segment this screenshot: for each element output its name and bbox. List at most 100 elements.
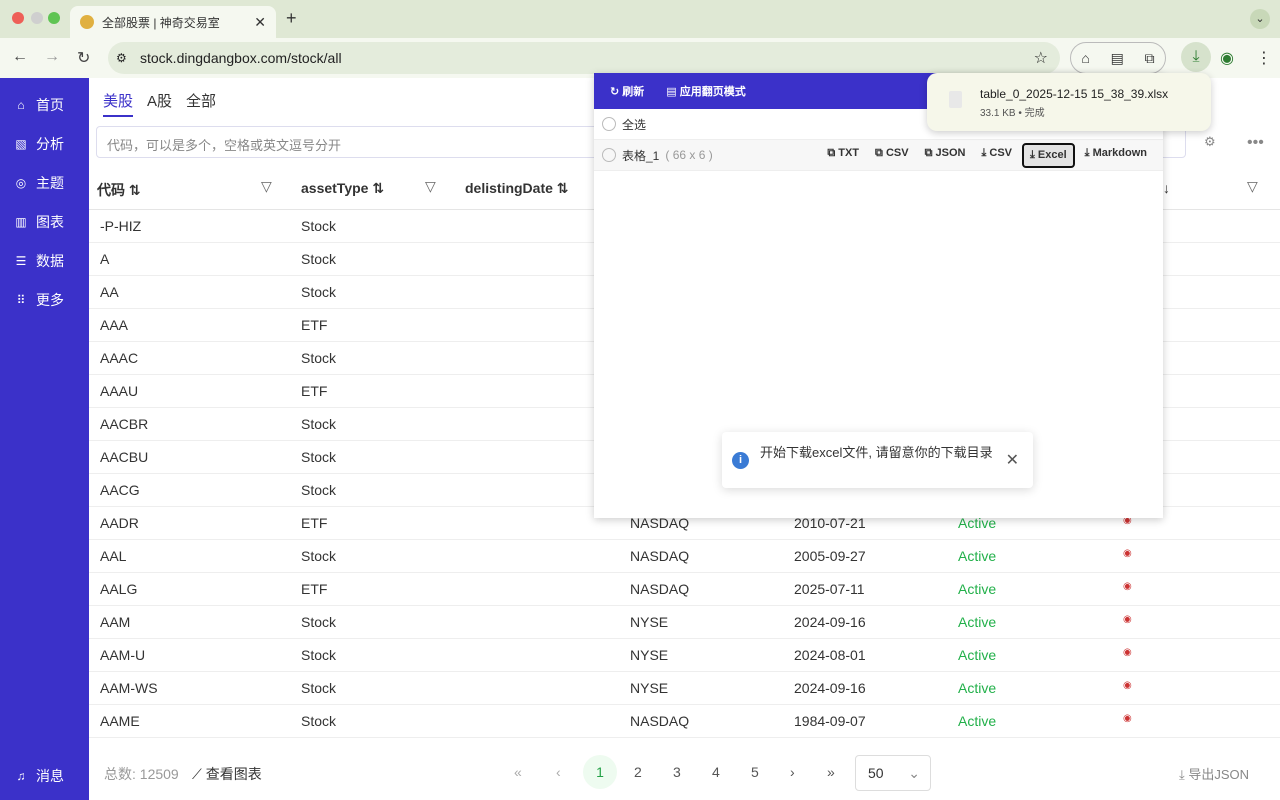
- cell-status: Active: [958, 713, 997, 729]
- cell-status: Active: [958, 548, 997, 564]
- column-header-assettype[interactable]: assetType ⇅: [301, 180, 384, 197]
- filter-icon[interactable]: ▽: [1247, 178, 1258, 194]
- download-markdown-button[interactable]: ⤓ Markdown: [1084, 146, 1147, 159]
- sidebar-item-home[interactable]: ⌂ 首页: [14, 95, 64, 115]
- copy-json-button[interactable]: ⧉ JSON: [924, 146, 966, 159]
- table-row[interactable]: AAM-U Stock NYSE 2024-08-01 Active ◉: [89, 639, 1280, 672]
- page-size-select[interactable]: 50 ⌄: [855, 755, 931, 791]
- download-icon[interactable]: ⤓: [1181, 42, 1211, 72]
- address-bar[interactable]: ⚙ stock.dingdangbox.com/stock/all ☆: [108, 42, 1060, 74]
- puzzle-icon[interactable]: ⧉: [1144, 49, 1155, 66]
- view-chart-link[interactable]: ⟋ 查看图表: [192, 764, 262, 784]
- tab-us-stocks[interactable]: 美股: [103, 90, 134, 117]
- paging-mode-button[interactable]: ▤ 应用翻页模式: [666, 86, 746, 98]
- cell-asset-type: ETF: [301, 515, 328, 531]
- tab-search-button[interactable]: ⌄: [1250, 9, 1270, 29]
- refresh-label: 刷新: [622, 86, 645, 98]
- cell-status: Active: [958, 581, 997, 597]
- refresh-button[interactable]: ↻ 刷新: [610, 86, 645, 98]
- sidebar-item-more[interactable]: ⠿ 更多: [14, 290, 64, 310]
- table-row[interactable]: AADR ETF NASDAQ 2010-07-21 Active ◉: [89, 507, 1280, 540]
- last-page-button[interactable]: »: [827, 764, 835, 780]
- back-icon[interactable]: ←: [12, 48, 28, 65]
- cell-code: AAL: [100, 548, 127, 564]
- first-page-button[interactable]: «: [514, 764, 522, 780]
- tab-title: 全部股票 | 神奇交易室: [102, 15, 220, 30]
- cell-status: Active: [958, 647, 997, 663]
- cell-code: AAAU: [100, 383, 139, 399]
- profile-icon[interactable]: ◉: [1220, 50, 1234, 67]
- page-5[interactable]: 5: [751, 764, 759, 780]
- sidebar-item-chart[interactable]: ▥ 图表: [14, 212, 64, 232]
- sort-icon[interactable]: ↓: [1163, 180, 1170, 196]
- minimize-window-button[interactable]: [31, 12, 43, 24]
- page-3[interactable]: 3: [673, 764, 681, 780]
- download-excel-button[interactable]: ⤓ Excel: [1022, 142, 1075, 168]
- cell-asset-type: Stock: [301, 350, 337, 366]
- page-4[interactable]: 4: [712, 764, 720, 780]
- column-header-code[interactable]: 代码 ⇅: [97, 180, 141, 200]
- home-icon[interactable]: ⌂: [1081, 50, 1090, 66]
- page-2[interactable]: 2: [634, 764, 642, 780]
- sidebar-item-label: 消息: [36, 768, 64, 784]
- table-row[interactable]: AAM-WS Stock NYSE 2024-09-16 Active ◉: [89, 672, 1280, 705]
- sidebar-item-label: 数据: [36, 253, 64, 269]
- tab-all[interactable]: 全部: [186, 93, 217, 110]
- download-bubble[interactable]: table_0_2025-12-15 15_38_39.xlsx 33.1 KB…: [927, 73, 1211, 131]
- button-label: JSON: [935, 146, 966, 159]
- table-select-radio[interactable]: [602, 148, 616, 162]
- cell-exchange: NASDAQ: [630, 713, 690, 729]
- filter-icon[interactable]: ▽: [425, 178, 436, 194]
- favicon-icon: [80, 15, 94, 29]
- settings-icon[interactable]: ⚙: [1204, 134, 1216, 149]
- table-row[interactable]: AAL Stock NASDAQ 2005-09-27 Active ◉: [89, 540, 1280, 573]
- cell-code: AALG: [100, 581, 138, 597]
- bookmark-star-icon[interactable]: ☆: [1033, 50, 1048, 67]
- menu-icon[interactable]: ⋮: [1256, 50, 1272, 67]
- next-page-button[interactable]: ›: [790, 764, 795, 780]
- reload-icon[interactable]: ↻: [77, 50, 91, 67]
- close-icon[interactable]: ✕: [1005, 452, 1019, 469]
- table-name: 表格_1: [622, 148, 660, 163]
- cell-code: AADR: [100, 515, 139, 531]
- browser-tab[interactable]: 全部股票 | 神奇交易室 ✕: [70, 6, 276, 38]
- more-icon[interactable]: •••: [1247, 134, 1264, 151]
- download-csv-button[interactable]: ⤓ CSV: [981, 146, 1012, 159]
- table-row[interactable]: AALG ETF NASDAQ 2025-07-11 Active ◉: [89, 573, 1280, 606]
- site-settings-icon[interactable]: ⚙: [116, 51, 127, 65]
- download-toast: i 开始下载excel文件, 请留意你的下载目录 ✕: [722, 432, 1033, 488]
- sidebar-item-messages[interactable]: ♫ 消息: [14, 766, 65, 786]
- page-1[interactable]: 1: [583, 755, 617, 789]
- sidebar-item-analysis[interactable]: ▧ 分析: [14, 134, 64, 154]
- sidebar-item-label: 分析: [36, 136, 64, 152]
- table-row[interactable]: AAME Stock NASDAQ 1984-09-07 Active ◉: [89, 705, 1280, 738]
- sidebar-item-label: 图表: [36, 214, 64, 230]
- cell-date: 2024-09-16: [794, 614, 866, 630]
- forward-icon[interactable]: →: [44, 48, 60, 65]
- new-tab-button[interactable]: +: [286, 8, 297, 28]
- maximize-window-button[interactable]: [48, 12, 60, 24]
- cell-asset-type: Stock: [301, 482, 337, 498]
- cell-date: 2024-08-01: [794, 647, 866, 663]
- table-row[interactable]: AAM Stock NYSE 2024-09-16 Active ◉: [89, 606, 1280, 639]
- sidebar-item-label: 更多: [36, 292, 64, 308]
- close-window-button[interactable]: [12, 12, 24, 24]
- column-header-delistingdate[interactable]: delistingDate ⇅: [465, 180, 569, 197]
- cell-exchange: NASDAQ: [630, 515, 690, 531]
- extension-icon[interactable]: ▤: [1110, 49, 1124, 66]
- table-footer: 总数: 12509 ⟋ 查看图表 « ‹ 1 2 3 4 5 › » 50 ⌄ ⤓…: [89, 738, 1280, 800]
- prev-page-button[interactable]: ‹: [556, 764, 561, 780]
- sort-icon[interactable]: ⇅: [556, 180, 569, 196]
- export-json-button[interactable]: ⤓ 导出JSON: [1179, 764, 1249, 783]
- copy-txt-button[interactable]: ⧉ TXT: [827, 146, 860, 159]
- close-tab-icon[interactable]: ✕: [254, 13, 266, 30]
- browser-toolbar: ← → ↻ ⚙ stock.dingdangbox.com/stock/all ☆ …: [0, 38, 1280, 78]
- sidebar-item-theme[interactable]: ◎ 主题: [14, 173, 64, 193]
- select-all-radio[interactable]: [602, 117, 616, 131]
- tab-a-shares[interactable]: A股: [147, 93, 173, 110]
- filter-icon[interactable]: ▽: [261, 178, 272, 194]
- sort-icon[interactable]: ⇅: [372, 180, 385, 196]
- copy-csv-button[interactable]: ⧉ CSV: [875, 146, 909, 159]
- sidebar-item-data[interactable]: ☰ 数据: [14, 251, 64, 271]
- sort-icon[interactable]: ⇅: [128, 182, 141, 198]
